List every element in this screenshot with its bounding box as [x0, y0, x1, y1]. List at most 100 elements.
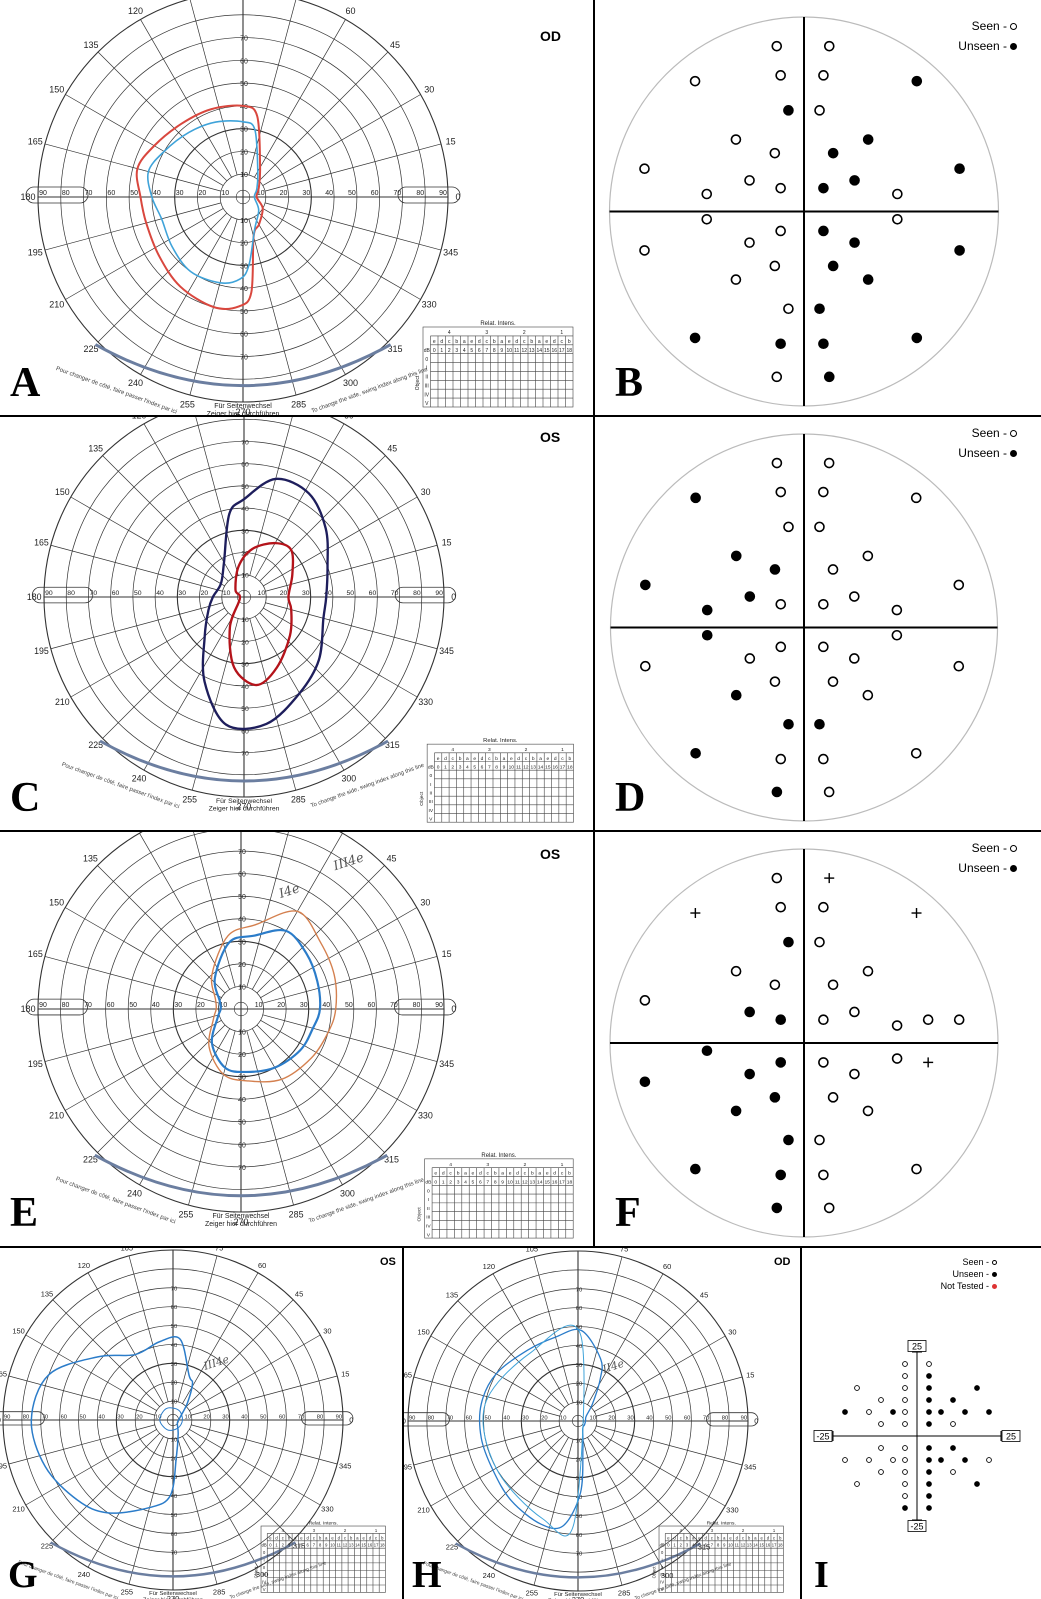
scale-label: 40: [646, 1415, 652, 1421]
radial-label-upper: 10: [171, 1400, 177, 1406]
intensity-group-label: 4: [448, 330, 451, 336]
db-value: 7: [486, 1180, 489, 1186]
meridian-end-box: [404, 1412, 450, 1427]
radial-label-lower: 20: [171, 1456, 177, 1462]
footer-text-sub: Zeiger hier durchführen: [143, 1598, 203, 1599]
scale-label: 80: [416, 190, 424, 197]
seen-point: [775, 598, 787, 610]
relative-intensity-table: Relat. Intens.4 3 2 1e d c b a e d c b a e d c b a e d c bdB 0…: [417, 1153, 574, 1239]
angle-label: 330: [418, 697, 433, 707]
intensity-letter: c: [486, 339, 489, 345]
angle-label: 195: [28, 1059, 43, 1069]
angle-label: 285: [289, 1210, 304, 1220]
angle-label: 240: [132, 774, 147, 784]
radial-line-45: [186, 1299, 294, 1407]
radial-line-345: [264, 202, 442, 251]
db-value: 11: [516, 764, 521, 770]
panel-i: 25 -25 -25 25 Seen - Unseen - Not Tested - …: [802, 1248, 1041, 1599]
unseen-point: [926, 1385, 932, 1391]
intensity-group-label: 2: [344, 1528, 347, 1533]
seen-point: [849, 653, 860, 664]
scale-label: 90: [435, 1002, 443, 1009]
radial-line-210: [65, 208, 224, 300]
unseen-point: [783, 1134, 794, 1146]
angle-label: 135: [83, 853, 98, 863]
radial-label-lower: 60: [238, 1142, 246, 1149]
seen-point: [818, 641, 829, 653]
radial-line-45: [591, 1300, 699, 1408]
intensity-letter: d: [481, 756, 484, 762]
scale-label: 80: [413, 590, 421, 597]
angle-label: 0: [349, 1415, 353, 1424]
radial-line-60: [254, 19, 346, 178]
object-row-label: II: [429, 790, 432, 796]
goldmann-grid: 0153045607590105120135150165180195210225…: [0, 1248, 386, 1599]
seen-point: [814, 936, 825, 948]
scale-label: 70: [703, 1415, 709, 1421]
db-value: 11: [735, 1543, 740, 1548]
intensity-letter: d: [442, 1171, 445, 1177]
radial-line-255: [128, 1438, 169, 1585]
intensity-letter: c: [711, 1535, 713, 1540]
db-value: 11: [337, 1543, 342, 1548]
intensity-letter: e: [546, 1172, 549, 1177]
isopter-line-1: [135, 104, 264, 310]
intensity-letter: d: [516, 1171, 519, 1177]
radial-line-330: [189, 1429, 321, 1506]
radial-label-lower: 10: [238, 1030, 246, 1037]
intensity-letter: c: [282, 1535, 284, 1540]
intensity-letter: c: [680, 1535, 682, 1540]
seen-point: [818, 901, 829, 913]
radial-line-75: [248, 0, 297, 176]
seen-point: [783, 303, 794, 315]
db-value: 13: [531, 764, 537, 770]
radial-label-lower: 40: [238, 1097, 246, 1104]
intensity-letter: d: [767, 1535, 770, 1540]
angle-label: 255: [180, 400, 195, 410]
angle-label: 165: [0, 1369, 7, 1378]
radial-line-225: [97, 212, 228, 343]
visual-field-grid-plot: 25 -25 -25 25: [813, 1340, 1021, 1532]
axis-label-top: 25: [912, 1342, 922, 1352]
scale-label: 50: [260, 1414, 266, 1420]
scale-label: 60: [684, 1415, 690, 1421]
angle-label: 120: [128, 6, 143, 16]
visual-field-dot-plot: [609, 848, 999, 1238]
object-row-label: V: [263, 1587, 266, 1592]
unseen-point: [690, 747, 701, 759]
radial-line-165: [413, 1376, 560, 1417]
seen-point: [902, 1469, 908, 1475]
radial-label-upper: 10: [238, 984, 246, 991]
unseen-point: [926, 1373, 932, 1379]
axis-label-bottom: -25: [910, 1522, 923, 1532]
goldmann-grid: 0153045607590105120135150165180195210225…: [20, 0, 574, 415]
panel-label: B: [615, 360, 644, 406]
radial-label-lower: 60: [241, 728, 249, 735]
intensity-group-label: 3: [711, 1528, 714, 1533]
radial-line-300: [254, 216, 346, 375]
radial-label-lower: 70: [240, 354, 248, 361]
open-circle-icon: [1010, 23, 1017, 31]
intensity-letter: c: [742, 1535, 744, 1540]
filled-circle-icon: [1010, 450, 1017, 458]
radial-label-upper: 20: [171, 1381, 177, 1387]
scale-label: 90: [4, 1414, 10, 1420]
scale-label: 90: [435, 590, 443, 597]
db-value: 4: [294, 1543, 297, 1548]
radial-label-lower: 50: [238, 1120, 246, 1127]
scale-label: 50: [79, 1414, 85, 1420]
seen-point: [775, 182, 786, 194]
scale-label: 10: [221, 190, 229, 197]
radial-label-upper: 70: [241, 439, 249, 446]
radial-line-150: [65, 94, 224, 186]
db-value: 16: [552, 764, 558, 770]
seen-point: [769, 147, 781, 159]
unseen-point: [926, 1481, 932, 1487]
panel-label: F: [615, 1190, 641, 1236]
intensity-group-label: 4: [282, 1528, 285, 1533]
seen-point: [818, 598, 829, 610]
seen-point: [827, 1092, 839, 1103]
meridian-end-box: [394, 586, 457, 604]
object-row-label: IV: [660, 1580, 664, 1585]
scale-label: 80: [62, 190, 70, 197]
